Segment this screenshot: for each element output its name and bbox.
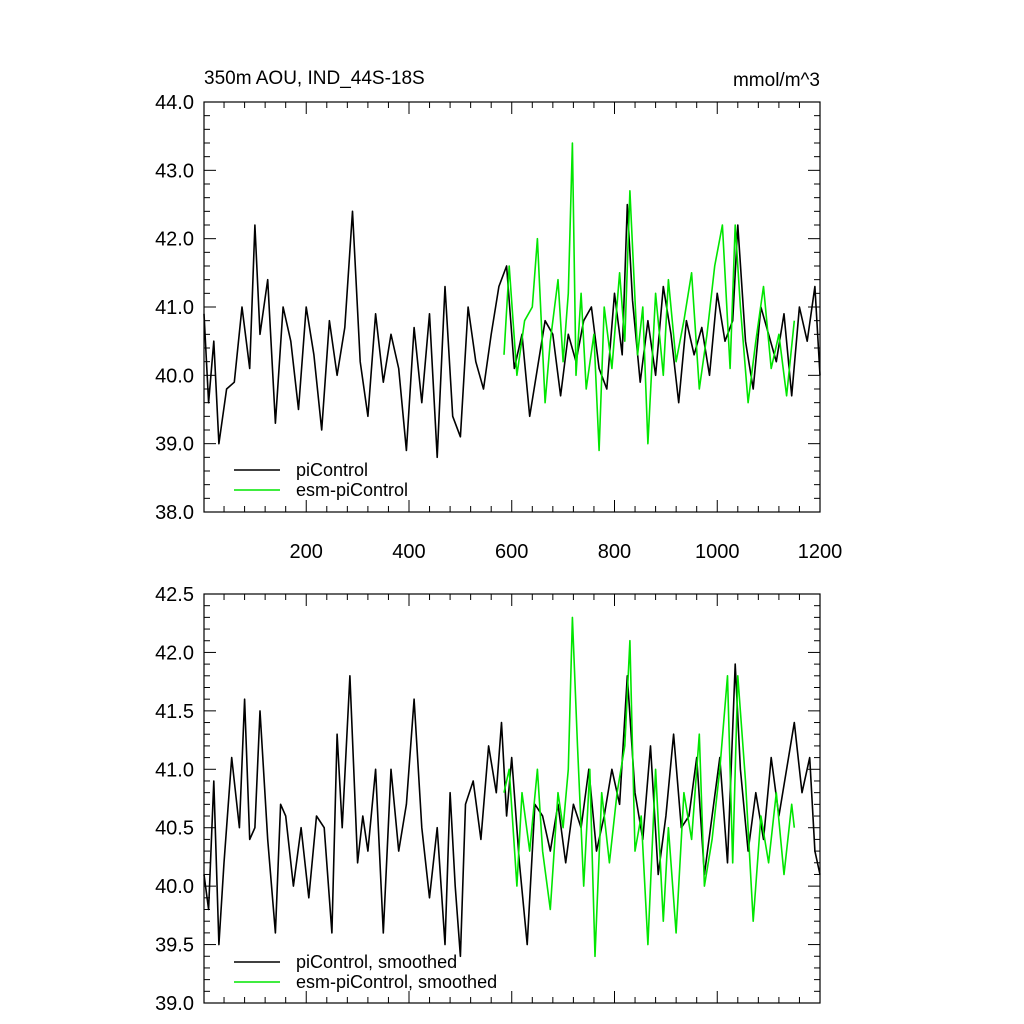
bottom-series-esm-picontrol-line: [503, 616, 796, 958]
bottom-legend-label-1: esm-piControl, smoothed: [296, 972, 497, 992]
top-y-tick-label: 40.0: [155, 365, 194, 387]
top-y-axis: 38.0 39.0 40.0 41.0 42.0 43.0 44.0: [155, 92, 820, 524]
top-y-tick-label: 38.0: [155, 502, 194, 524]
bottom-y-tick-label: 42.0: [155, 642, 194, 664]
bottom-y-tick-label: 41.0: [155, 759, 194, 781]
top-units: mmol/m^3: [733, 70, 820, 91]
top-y-tick-label: 44.0: [155, 92, 194, 114]
bottom-panel: 39.0 39.5 40.0 40.5 41.0 41.5 42.0 42.5 piContr…: [155, 584, 821, 1015]
bottom-x-axis: [223, 594, 821, 1003]
top-x-tick-label: 1200: [798, 541, 843, 563]
bottom-y-tick-label: 40.0: [155, 876, 194, 898]
top-x-tick-label: 600: [495, 541, 528, 563]
top-series-esm-picontrol-line: [503, 142, 796, 452]
top-y-tick-label: 39.0: [155, 434, 194, 456]
top-y-tick-label: 41.0: [155, 297, 194, 319]
bottom-y-tick-label: 39.0: [155, 993, 194, 1015]
top-y-tick-label: 42.0: [155, 229, 194, 251]
top-x-axis: 200 400 600 800 1000 1200: [223, 102, 843, 563]
top-x-tick-label: 200: [290, 541, 323, 563]
bottom-y-tick-label: 40.5: [155, 818, 194, 840]
bottom-y-axis: 39.0 39.5 40.0 40.5 41.0 41.5 42.0 42.5: [155, 584, 820, 1015]
bottom-series-picontrol-line: [203, 663, 821, 958]
bottom-y-tick-label: 41.5: [155, 701, 194, 723]
top-legend-label-1: esm-piControl: [296, 480, 408, 500]
bottom-series-layer: [203, 616, 821, 958]
top-x-tick-label: 400: [392, 541, 425, 563]
top-title: 350m AOU, IND_44S-18S: [204, 68, 425, 89]
bottom-plot-frame: [203, 593, 821, 1004]
top-legend-label-0: piControl: [296, 460, 368, 480]
top-panel: 350m AOU, IND_44S-18S mmol/m^3 38.0 39.0 4…: [155, 68, 842, 563]
top-y-tick-label: 43.0: [155, 160, 194, 182]
top-x-tick-label: 1000: [695, 541, 740, 563]
top-series-picontrol-line: [203, 203, 821, 459]
bottom-legend-label-0: piControl, smoothed: [296, 952, 457, 972]
bottom-y-tick-label: 42.5: [155, 584, 194, 606]
bottom-y-tick-label: 39.5: [155, 935, 194, 957]
top-x-tick-label: 800: [598, 541, 631, 563]
top-series-layer: [203, 142, 821, 459]
